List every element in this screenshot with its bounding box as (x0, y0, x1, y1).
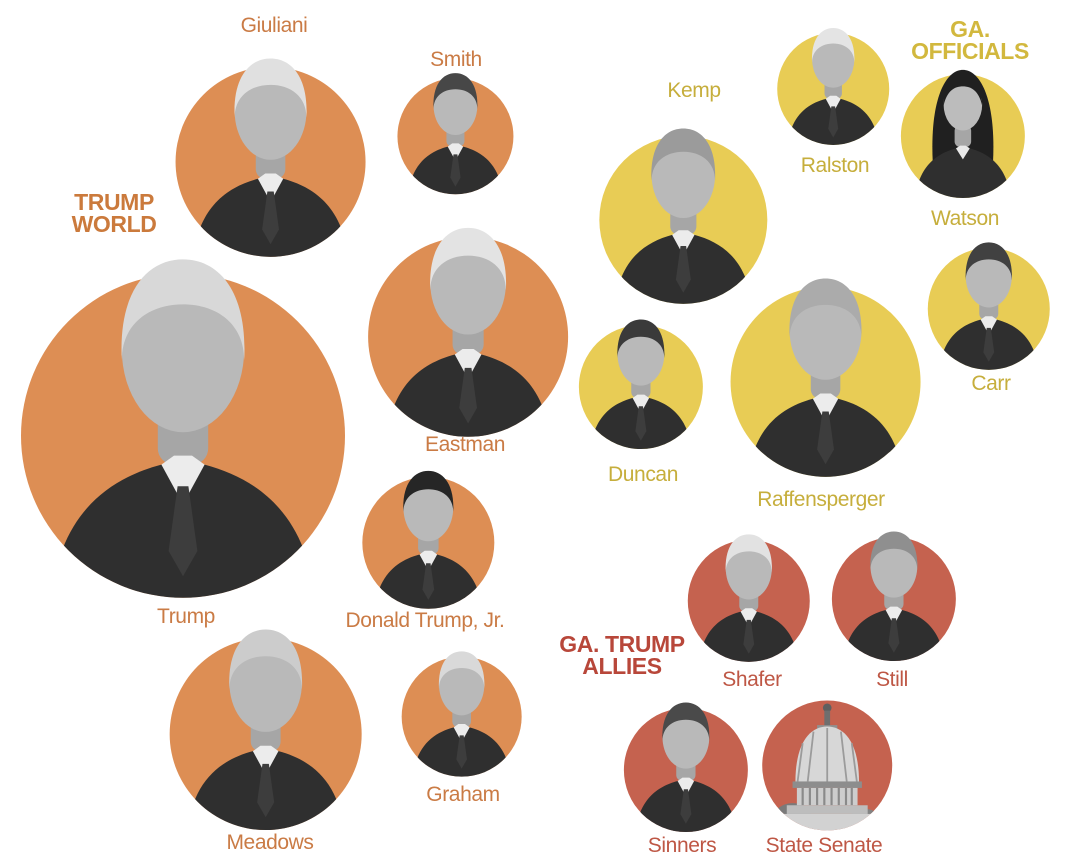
person-label-duncan: Duncan (608, 463, 678, 486)
portrait-kemp (598, 128, 767, 310)
portrait-ralston (776, 28, 889, 149)
portrait-carr (927, 242, 1050, 375)
portrait-shafer (687, 534, 810, 667)
person-label-sinners: Sinners (647, 834, 717, 857)
portrait-meadows (169, 629, 362, 837)
portrait-smith (396, 72, 513, 198)
person-label-meadows: Meadows (226, 831, 314, 854)
person-label-shafer: Shafer (722, 668, 782, 691)
portrait-giuliani (175, 58, 366, 264)
portrait-still (831, 531, 956, 666)
person-label-carr: Carr (971, 372, 1011, 395)
group-header-ga-officials: GA. OFFICIALS (911, 16, 1029, 64)
person-label-graham: Graham (426, 783, 500, 806)
person-label-kemp: Kemp (667, 79, 721, 102)
portrait-graham (401, 651, 522, 781)
group-header-ga-trump-allies: GA. TRUMP ALLIES (559, 631, 685, 679)
person-label-raffensperger: Raffensperger (757, 488, 885, 511)
group-header-trump-world: TRUMP WORLD (71, 189, 157, 237)
person-label-ralston: Ralston (800, 154, 870, 177)
portrait-state-senate (761, 700, 892, 837)
portrait-donald-trump-jr (361, 471, 494, 614)
portrait-trump (21, 259, 345, 609)
person-label-state-senate: State Senate (765, 834, 883, 857)
portrait-raffensperger (730, 278, 921, 484)
person-label-trump: Trump (157, 605, 215, 628)
person-label-eastman: Eastman (424, 433, 506, 456)
portrait-watson (900, 69, 1025, 203)
portrait-sinners (623, 702, 748, 837)
person-label-smith: Smith (430, 48, 482, 71)
portrait-duncan (578, 319, 703, 454)
person-label-watson: Watson (930, 207, 1000, 230)
portrait-eastman (367, 228, 568, 444)
person-label-giuliani: Giuliani (240, 14, 308, 37)
person-label-donald-trump-jr: Donald Trump, Jr. (345, 609, 505, 632)
person-label-still: Still (876, 668, 908, 691)
